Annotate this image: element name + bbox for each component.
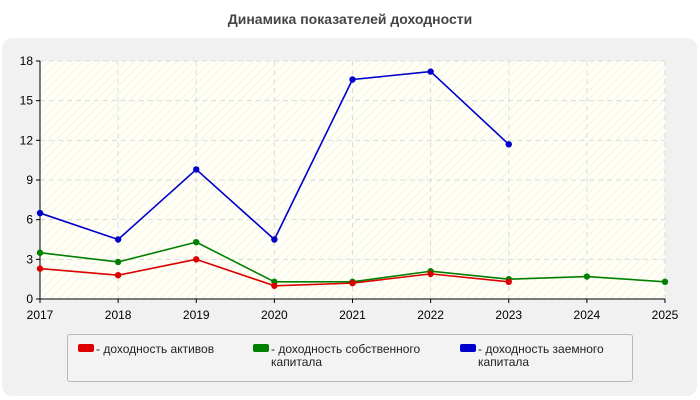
- data-point: [583, 273, 591, 280]
- x-tick-label: 2019: [183, 308, 210, 322]
- legend-swatch-debt: [460, 344, 476, 352]
- data-point: [427, 68, 434, 75]
- data-point: [36, 249, 44, 256]
- y-tick-label: 18: [20, 54, 34, 68]
- y-tick-label: 15: [20, 94, 34, 108]
- x-tick-label: 2024: [574, 308, 601, 322]
- x-tick-label: 2022: [417, 308, 444, 322]
- tick-labels: 0 3 6 9 12 15 18 2017 2018 2019 2020 2021 2022 2023 20…: [20, 54, 679, 322]
- data-point: [114, 258, 122, 266]
- y-tick-label: 9: [26, 173, 33, 187]
- data-point: [349, 279, 356, 287]
- series-lines: [36, 68, 669, 289]
- data-point: [36, 209, 44, 217]
- legend-swatch-equity: [253, 344, 269, 352]
- legend-label-debt: - доходность заемного капитала: [478, 342, 604, 369]
- data-point: [271, 282, 278, 289]
- y-tick-label: 0: [26, 292, 33, 306]
- data-point: [193, 238, 200, 246]
- x-tick-label: 2017: [27, 308, 54, 322]
- data-point: [661, 278, 669, 286]
- data-point: [349, 76, 356, 83]
- data-point: [505, 141, 512, 148]
- data-point: [114, 236, 122, 243]
- y-tick-label: 3: [26, 252, 33, 266]
- data-point: [193, 256, 200, 263]
- legend-label-assets: - доходность активов: [96, 342, 215, 356]
- data-point: [505, 278, 512, 286]
- data-point: [36, 265, 44, 272]
- y-tick-label: 6: [26, 213, 33, 227]
- data-point: [427, 270, 434, 278]
- legend: - доходность активов - доходность собств…: [67, 334, 633, 382]
- x-tick-label: 2021: [339, 308, 366, 322]
- y-tick-label: 12: [20, 133, 34, 147]
- x-tick-label: 2023: [495, 308, 522, 322]
- x-tick-label: 2025: [652, 308, 679, 322]
- data-point: [114, 272, 122, 279]
- legend-swatch-assets: [78, 344, 94, 352]
- x-tick-label: 2020: [261, 308, 288, 322]
- data-point: [193, 166, 200, 173]
- legend-label-equity: - доходность собственного капитала: [271, 342, 421, 369]
- x-tick-label: 2018: [105, 308, 132, 322]
- chart-title: Динамика показателей доходности: [227, 11, 473, 27]
- data-point: [271, 236, 278, 243]
